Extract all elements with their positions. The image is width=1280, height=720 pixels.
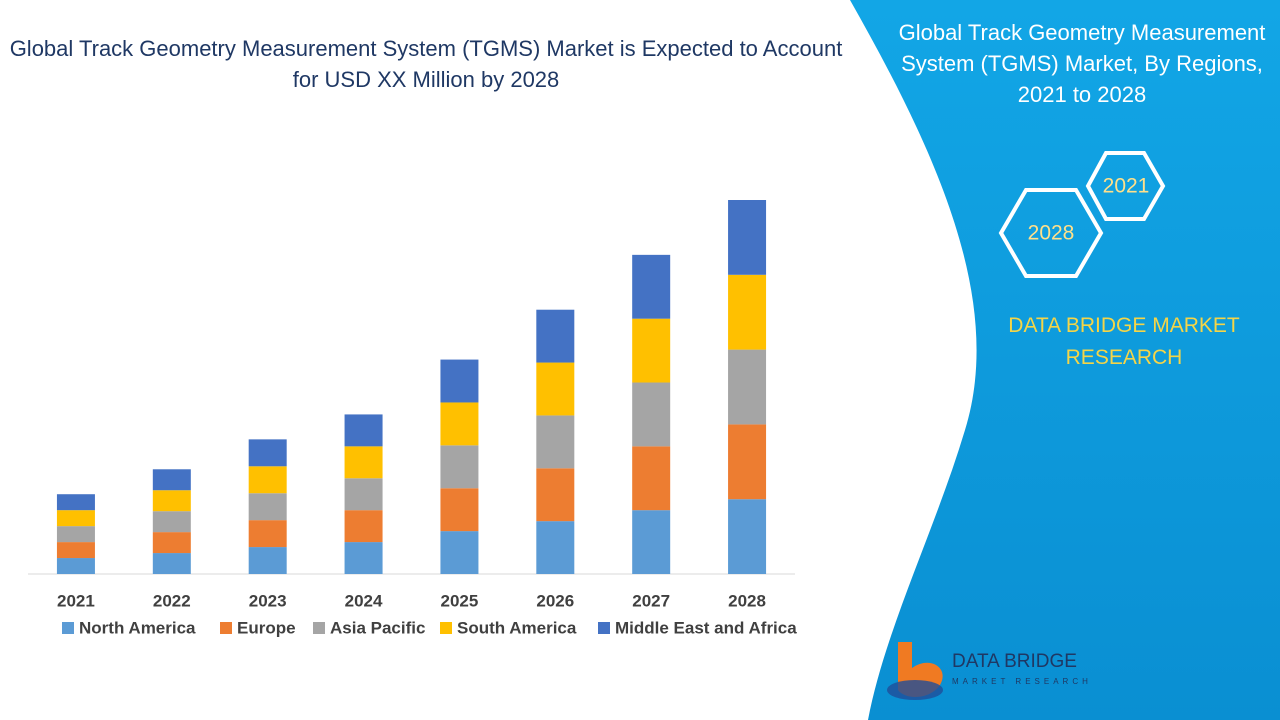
chart-title: Global Track Geometry Measurement System… — [10, 36, 843, 92]
bar-segment — [56, 526, 95, 543]
bar-segment — [536, 309, 575, 363]
logo-name: DATA BRIDGE — [952, 651, 1077, 672]
bar-segment — [152, 511, 191, 533]
bar-segment — [344, 510, 383, 543]
hexagon — [1085, 151, 1166, 221]
bar-segment — [728, 274, 767, 350]
bar-segment — [632, 510, 671, 574]
legend-swatch — [62, 622, 74, 634]
bar-segment — [536, 415, 575, 469]
legend-swatch — [220, 622, 232, 634]
bar-segment — [728, 499, 767, 574]
bar-segment — [728, 200, 767, 275]
bar-segment — [248, 439, 287, 467]
bar-segment — [56, 542, 95, 559]
x-tick-label: 2022 — [153, 591, 191, 610]
bar-segment — [536, 521, 575, 574]
bar-segment — [728, 349, 767, 425]
bar-segment — [632, 382, 671, 447]
bar-segment — [248, 547, 287, 574]
x-tick-label: 2021 — [57, 591, 95, 610]
x-tick-label: 2024 — [345, 591, 383, 610]
bar-segment — [440, 488, 479, 532]
bar-segment — [440, 359, 479, 403]
bar-segment — [728, 424, 767, 500]
legend-swatch — [598, 622, 610, 634]
bar-segment — [440, 445, 479, 489]
legend-label: South America — [457, 618, 577, 637]
legend-label: Europe — [237, 618, 296, 637]
logo-mark — [887, 680, 943, 700]
bar-segment — [248, 466, 287, 494]
hex-label: 2021 — [1103, 175, 1150, 198]
brand: DATA BRIDGE MARKET RESEARCH — [1008, 314, 1240, 369]
bar-segment — [440, 402, 479, 446]
panel-title: Global Track Geometry Measurement System … — [899, 20, 1266, 107]
x-tick-label: 2025 — [441, 591, 479, 610]
legend-label: North America — [79, 618, 196, 637]
bar-segment — [56, 494, 95, 511]
bar-segment — [344, 446, 383, 479]
bar-segment — [56, 558, 95, 574]
bar-segment — [248, 493, 287, 521]
bar-segment — [152, 490, 191, 512]
bar-segment — [248, 520, 287, 548]
bar-segment — [536, 362, 575, 416]
side-panel — [850, 0, 1280, 720]
bar-segment — [152, 532, 191, 554]
x-tick-label: 2023 — [249, 591, 287, 610]
legend-swatch — [313, 622, 325, 634]
bar-segment — [152, 469, 191, 491]
x-tick-label: 2027 — [632, 591, 670, 610]
logo: DATA BRIDGE MARKET RESEARCH — [887, 642, 1092, 700]
x-tick-label: 2028 — [728, 591, 766, 610]
bar-segment — [344, 414, 383, 447]
bar-segment — [440, 531, 479, 574]
bar-segment — [632, 446, 671, 511]
bar-segment — [56, 510, 95, 527]
legend-label: Middle East and Africa — [615, 618, 797, 637]
legend-label: Asia Pacific — [330, 618, 425, 637]
bar-segment — [344, 542, 383, 574]
bar-segment — [632, 318, 671, 383]
bar-segment — [536, 468, 575, 522]
bar-segment — [632, 254, 671, 319]
hexagon — [998, 188, 1104, 278]
hex-label: 2028 — [1028, 222, 1075, 245]
logo-sub: MARKET RESEARCH — [952, 677, 1092, 686]
x-tick-label: 2026 — [536, 591, 574, 610]
legend-swatch — [440, 622, 452, 634]
bar-segment — [344, 478, 383, 511]
bar-segment — [152, 553, 191, 574]
